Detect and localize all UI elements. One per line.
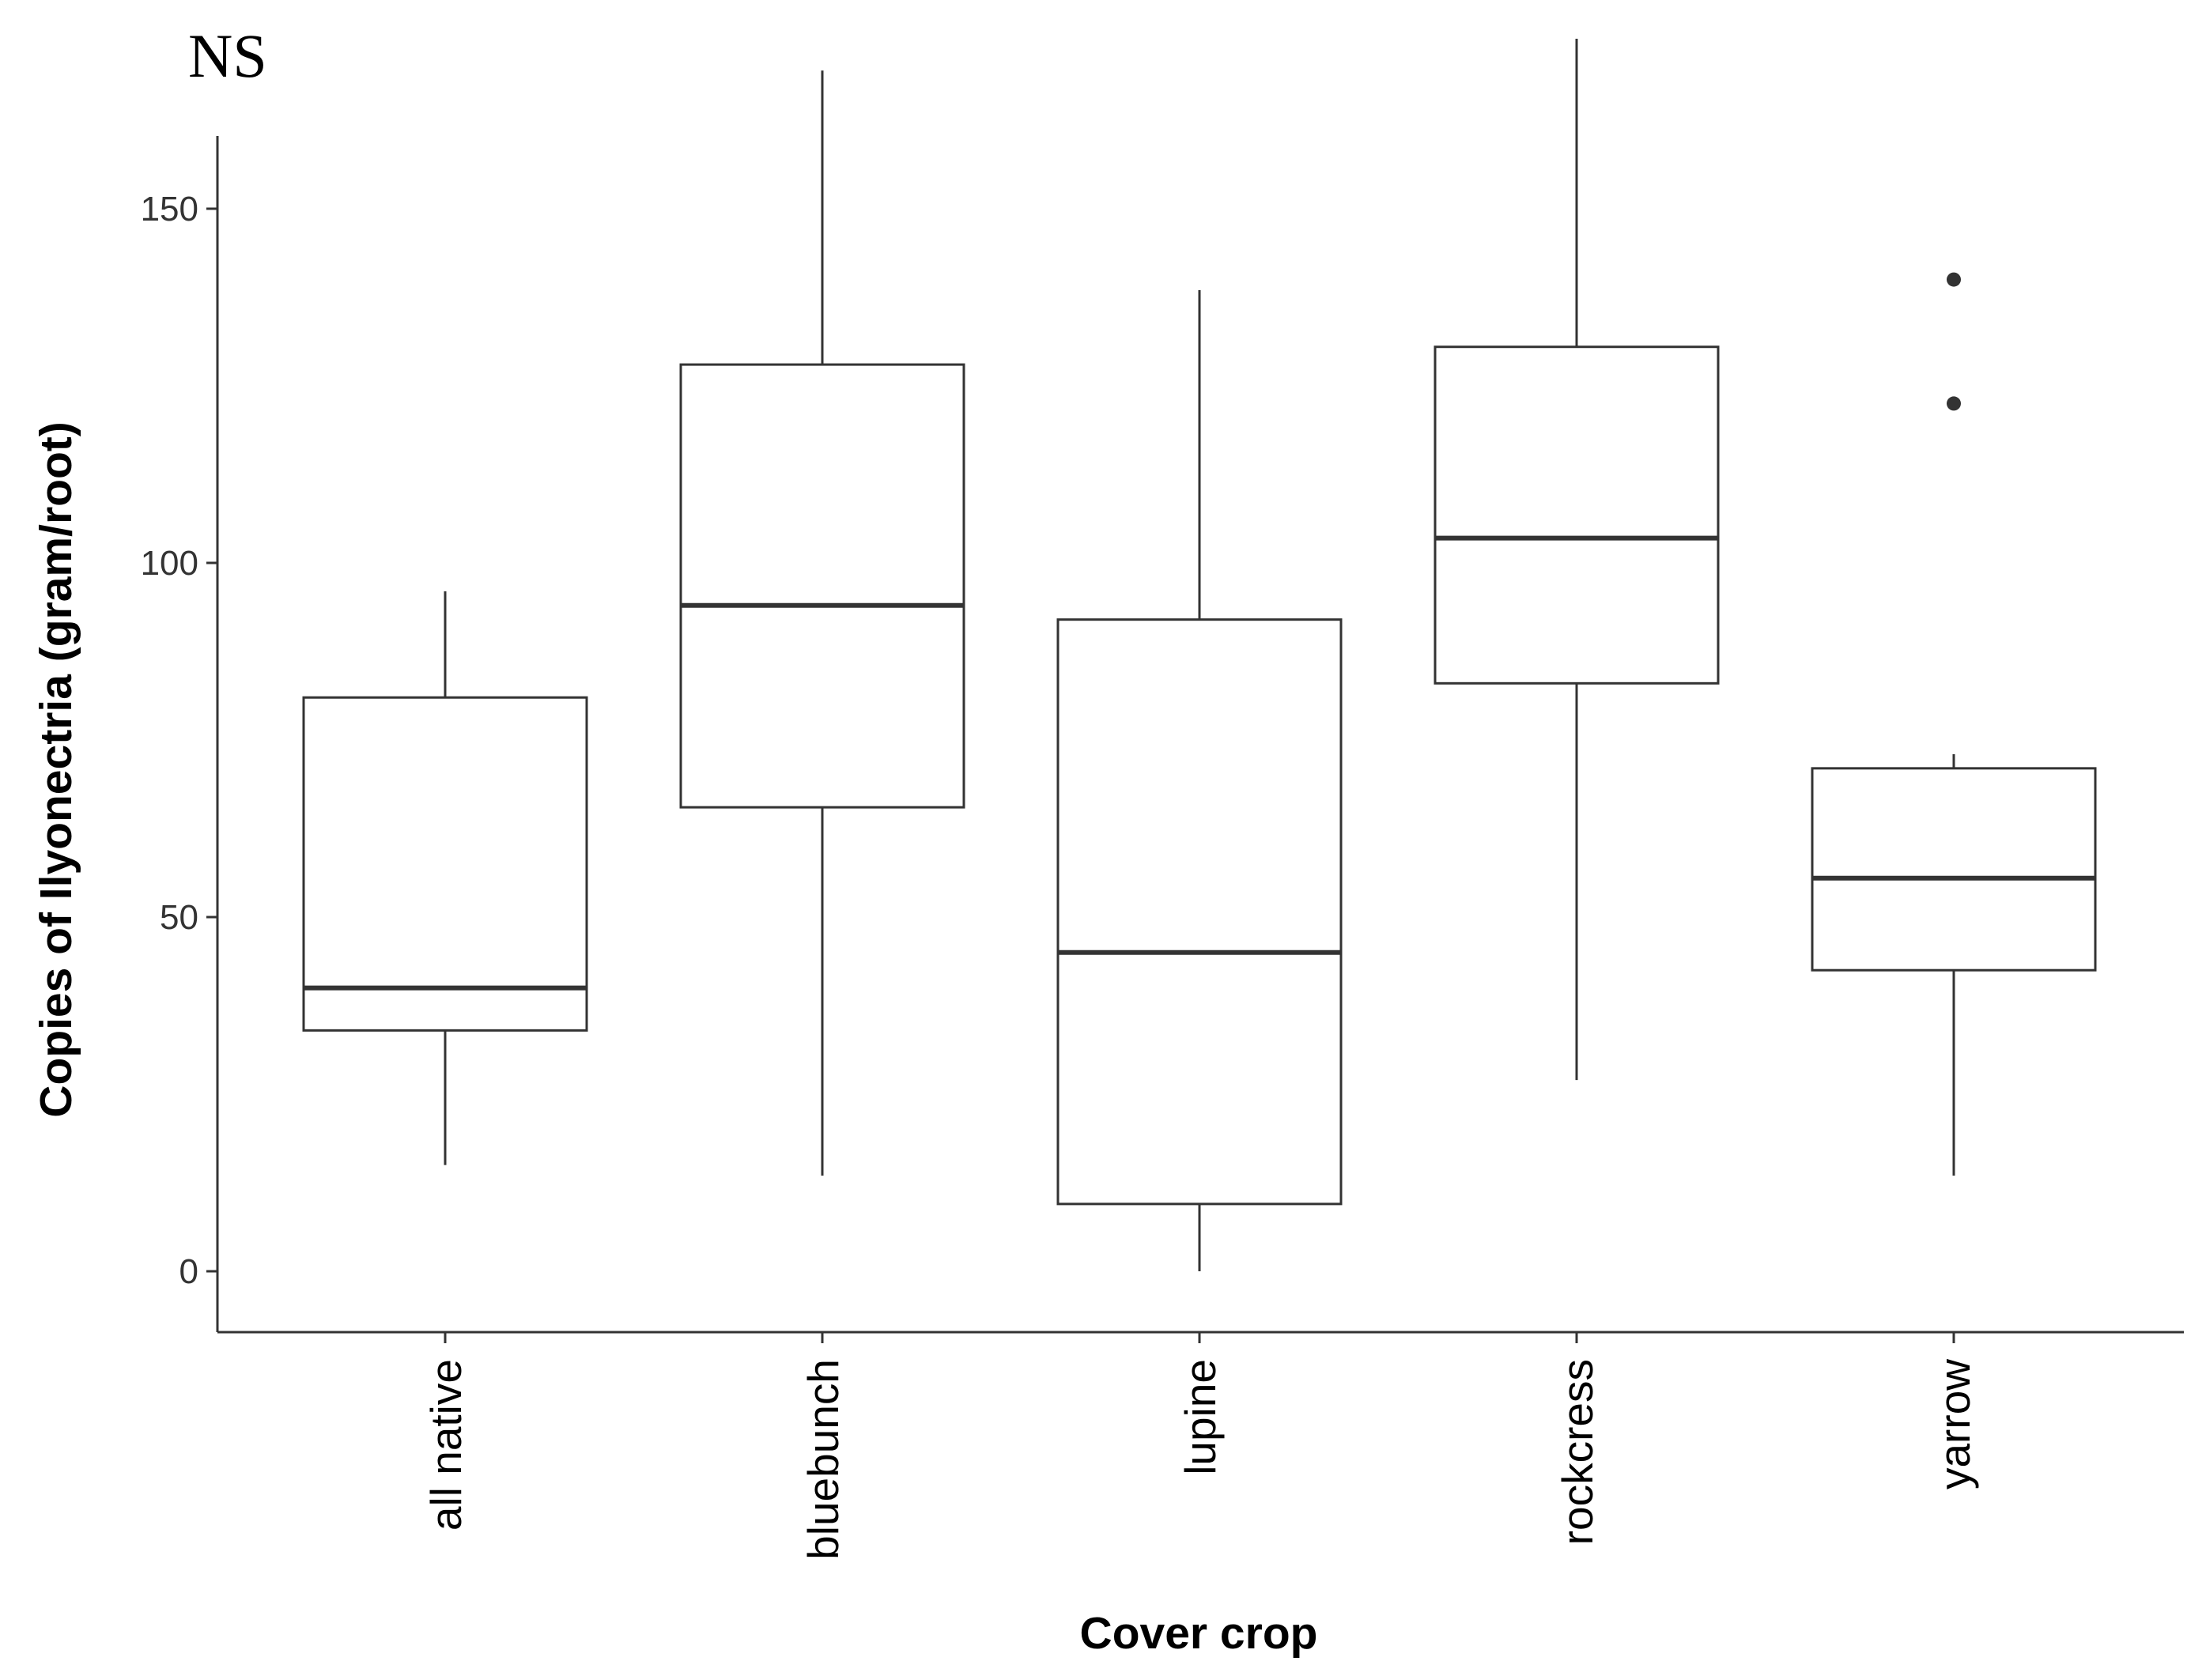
iqr-box: [1434, 345, 1720, 685]
y-tick-label: 0: [179, 1252, 198, 1291]
significance-annotation: NS: [188, 21, 267, 90]
y-axis-title: Copies of Ilyonectria (gram/root): [31, 421, 81, 1117]
box-group-yarrow: [1811, 272, 2097, 1176]
outlier-point: [1947, 396, 1961, 411]
x-tick-label: rockcress: [1553, 1359, 1602, 1545]
y-axis-ticks: 0 50 100 150: [141, 190, 217, 1291]
box-group-bluebunch: [679, 70, 965, 1176]
y-tick-label: 100: [141, 544, 198, 583]
box-series: [302, 38, 2097, 1271]
y-tick-label: 50: [160, 898, 198, 937]
box-group-rockcress: [1434, 38, 1720, 1081]
x-axis-title: Cover crop: [1080, 1608, 1318, 1659]
y-tick-label: 150: [141, 190, 198, 228]
iqr-box: [1811, 767, 2097, 972]
iqr-box: [679, 363, 965, 809]
x-tick-label: yarrow: [1930, 1359, 1979, 1489]
box-group-all-native: [302, 591, 588, 1165]
outlier-point: [1947, 272, 1961, 287]
x-tick-label: bluebunch: [799, 1359, 848, 1560]
x-tick-label: all native: [421, 1359, 470, 1531]
iqr-box: [1056, 618, 1343, 1206]
x-axis-ticks: all native bluebunch lupine rockcress yarrow: [421, 1332, 1979, 1560]
box-group-lupine: [1056, 290, 1343, 1271]
iqr-box: [302, 696, 588, 1032]
x-tick-label: lupine: [1176, 1359, 1225, 1475]
